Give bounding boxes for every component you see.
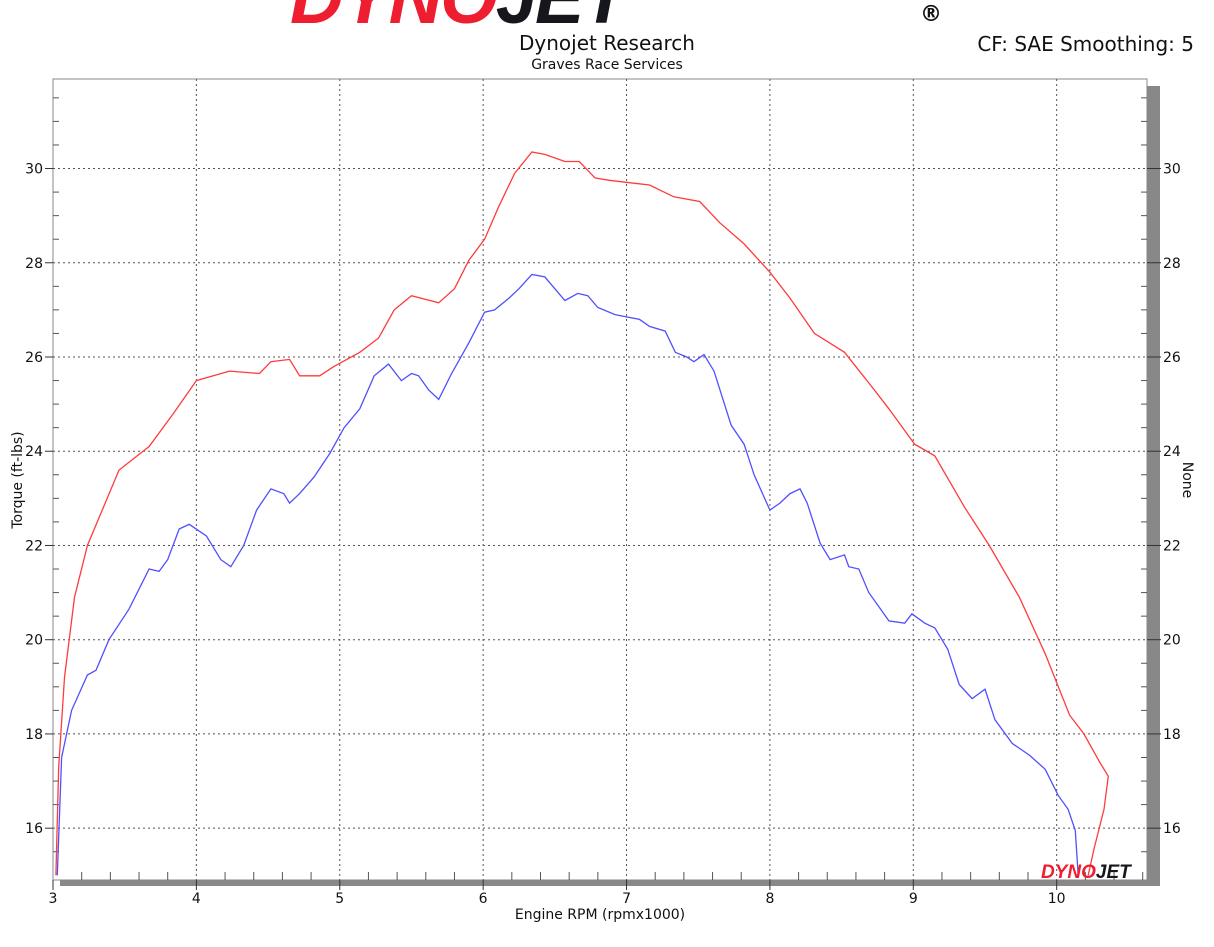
y-tick-label: 20 [25, 633, 43, 649]
x-tick-label: 7 [622, 891, 631, 907]
dynojet-logo: DYNOJET [290, 0, 626, 26]
y-axis-label: Torque (ft-lbs) [10, 431, 26, 529]
corner-dynojet-logo: DYNOJET [1041, 862, 1132, 883]
y-tick-label: 16 [25, 821, 43, 837]
x-tick-label: 3 [49, 891, 58, 907]
x-tick-label: 4 [192, 891, 201, 907]
torque-line-2 [56, 273, 1079, 876]
y2-tick-label: 18 [1163, 727, 1181, 743]
chart-title: Dynojet Research [519, 31, 695, 55]
y-tick-label: 28 [25, 256, 43, 272]
y-tick-label: 30 [25, 162, 43, 178]
y-tick-label: 24 [25, 444, 43, 460]
plot-area [52, 78, 1148, 881]
y-tick-label: 22 [25, 538, 43, 554]
chart-subtitle: Graves Race Services [531, 57, 683, 73]
x-tick-label: 6 [479, 891, 488, 907]
x-tick-label: 9 [909, 891, 918, 907]
y-tick-label: 18 [25, 727, 43, 743]
y2-tick-label: 28 [1163, 256, 1181, 272]
y-tick-label: 26 [25, 350, 43, 366]
y2-tick-label: 30 [1163, 162, 1181, 178]
y2-tick-label: 22 [1163, 538, 1181, 554]
y2-tick-label: 16 [1163, 821, 1181, 837]
x-tick-label: 5 [335, 891, 344, 907]
y2-tick-label: 24 [1163, 444, 1181, 460]
y2-axis-label: None [1179, 462, 1195, 499]
y2-tick-label: 26 [1163, 350, 1181, 366]
registered-mark: ® [920, 2, 942, 27]
correction-factor-label: CF: SAE Smoothing: 5 [977, 32, 1194, 56]
x-tick-label: 10 [1048, 891, 1066, 907]
x-tick-label: 8 [765, 891, 774, 907]
x-axis-label: Engine RPM (rpmx1000) [515, 907, 685, 923]
torque-line-1 [55, 151, 1109, 876]
y2-tick-label: 20 [1163, 633, 1181, 649]
